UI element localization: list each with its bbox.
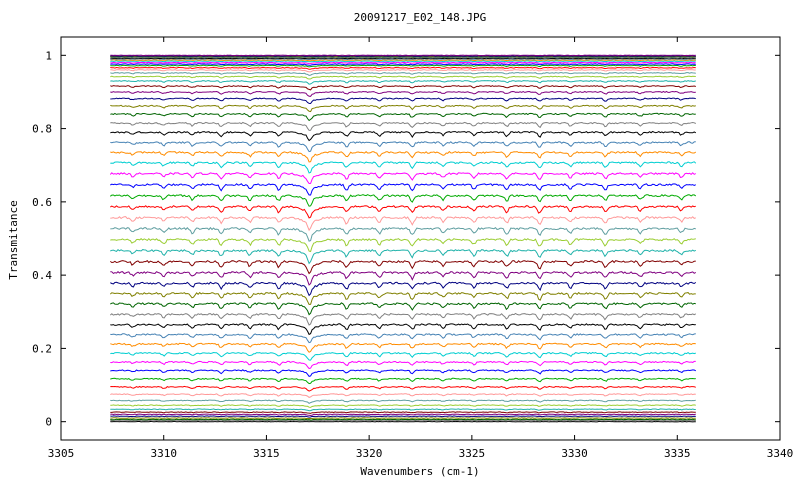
spectrum-series-line <box>110 411 696 414</box>
spectrum-series-line <box>110 237 696 253</box>
spectrum-series-line <box>110 69 696 73</box>
y-axis-label: Transmitance <box>7 200 20 279</box>
x-tick-label: 3310 <box>150 447 177 460</box>
spectrum-series-line <box>110 97 696 105</box>
spectrum-series-line <box>110 413 696 417</box>
spectrum-series-line <box>110 112 696 122</box>
y-tick-label: 0.8 <box>32 123 52 136</box>
spectrum-series-line <box>110 323 696 336</box>
spectrum-series-line <box>110 260 696 275</box>
spectrum-series-line <box>110 205 696 219</box>
spectrum-series-line <box>110 130 697 142</box>
spectrum-series-line <box>110 66 696 70</box>
spectrum-series-line <box>110 369 697 377</box>
spectrum-series-line <box>110 75 696 80</box>
x-axis: 3305 3310 3315 3320 3325 3330 3335 3340 <box>48 37 794 460</box>
x-axis-label: Wavenumbers (cm-1) <box>360 465 479 478</box>
spectrum-series-line <box>110 56 696 59</box>
spectrum-series-line <box>110 55 696 57</box>
plot-area <box>109 54 697 423</box>
spectrum-series-line <box>110 121 697 131</box>
spectrum-series-line <box>110 216 696 232</box>
spectrum-series-line <box>110 85 696 91</box>
x-tick-label: 3325 <box>459 447 486 460</box>
spectrum-series-line <box>110 226 696 242</box>
spectrum-series-line <box>110 90 696 97</box>
spectrum-series-line <box>110 72 696 76</box>
spectrum-series-line <box>109 291 696 306</box>
spectrum-series-line <box>110 150 697 163</box>
spectrum-series-line <box>110 399 696 405</box>
spectrum-series-line <box>110 281 697 297</box>
spectrum-series-line <box>110 183 697 196</box>
series-group <box>109 54 697 423</box>
spectrum-series-line <box>110 60 696 63</box>
spectrum-series-line <box>110 161 697 174</box>
spectrum-series-line <box>110 385 696 392</box>
spectrum-series-line <box>110 248 697 265</box>
spectrum-series-line <box>110 104 696 113</box>
spectrum-series-line <box>110 393 696 398</box>
y-tick-label: 0.2 <box>32 342 52 355</box>
y-tick-label: 1 <box>45 49 52 62</box>
spectrum-series-line <box>110 64 696 68</box>
x-tick-label: 3305 <box>48 447 75 460</box>
spectrum-series-line <box>109 172 697 185</box>
chart-title: 20091217_E02_148.JPG <box>354 11 486 24</box>
spectrum-series-line <box>110 342 696 353</box>
spectrum-series-line <box>110 271 697 286</box>
spectrum-series-line <box>110 404 696 408</box>
spectrum-series-line <box>110 415 696 418</box>
spectrum-series-line <box>110 80 696 85</box>
spectrum-series-line <box>110 419 696 422</box>
y-tick-label: 0.6 <box>32 196 52 209</box>
spectrum-series-line <box>110 377 696 385</box>
y-tick-label: 0 <box>45 416 52 429</box>
x-tick-label: 3320 <box>356 447 383 460</box>
x-tick-label: 3330 <box>561 447 588 460</box>
spectrum-series-line <box>110 360 696 370</box>
spectrum-series-line <box>109 312 697 326</box>
x-tick-label: 3335 <box>664 447 691 460</box>
y-tick-label: 0.4 <box>32 269 52 282</box>
spectrum-series-line <box>110 302 696 316</box>
x-tick-label: 3315 <box>253 447 280 460</box>
x-tick-label: 3340 <box>767 447 794 460</box>
spectrum-series-line <box>110 141 696 153</box>
spectrum-series-line <box>110 63 696 66</box>
spectrum-series-line <box>110 59 696 62</box>
spectrum-series-line <box>110 333 696 344</box>
plot-frame <box>60 36 781 441</box>
y-axis: 0 0.2 0.4 0.6 0.8 1 <box>32 49 780 429</box>
spectrum-series-line <box>110 61 696 65</box>
spectrum-series-line <box>110 418 696 421</box>
spectrum-series-line <box>110 408 696 412</box>
spectrum-series-line <box>109 194 697 207</box>
spectrum-series-line <box>110 417 696 419</box>
spectrum-series-line <box>110 351 696 361</box>
